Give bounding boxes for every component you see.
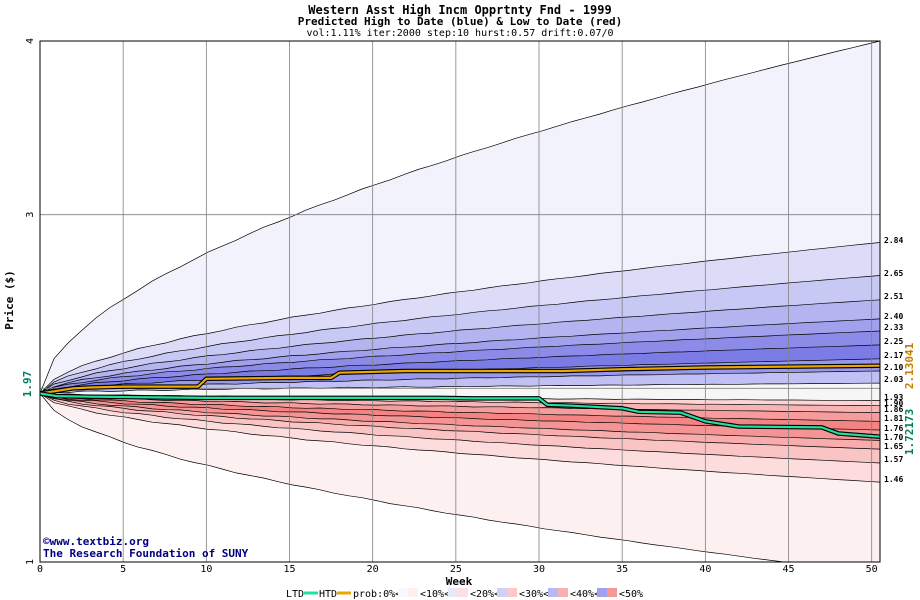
x-tick-label: 30 [533, 564, 545, 575]
lower-band-5 [40, 393, 880, 450]
legend-label-band: <40%< [570, 589, 600, 600]
series-lines [39, 363, 881, 439]
upper-band-5 [40, 331, 880, 394]
x-tick-label: 35 [616, 564, 628, 575]
x-tick-label: 50 [866, 564, 878, 575]
legend-label-HTD: HTD [319, 589, 337, 600]
axis-labels: 0 5 10 15 20 25 30 35 40 45 50 1 3 4 2.84 2.65 2.51 2.40 2… [25, 38, 903, 575]
right-label: 1.90 [884, 399, 903, 408]
right-label: 1.46 [884, 475, 903, 484]
right-label: 2.17 [884, 351, 903, 360]
x-tick-label: 0 [37, 564, 43, 575]
legend-label-band: <20%< [470, 589, 500, 600]
right-label: 1.70 [884, 433, 903, 442]
series-HTD [39, 364, 881, 395]
chart-params: vol:1.11% iter:2000 step:10 hurst:0.57 d… [306, 28, 613, 39]
y-axis-label: Price ($) [3, 270, 16, 330]
quantile-line-0 [39, 40, 881, 394]
x-tick-label: 10 [200, 564, 212, 575]
right-label: 2.33 [884, 323, 903, 332]
right-label: 1.81 [884, 414, 903, 423]
y-tick-label: 3 [25, 212, 36, 218]
legend-swatch-blue [448, 588, 458, 597]
right-label: 1.76 [884, 424, 903, 433]
quantile-line-17 [39, 393, 881, 464]
legend-swatch-blue [597, 588, 607, 597]
axes [39, 40, 881, 563]
chart-title: Western Asst High Incm Opprtnty Fnd - 19… [308, 3, 611, 17]
upper-band-0 [40, 41, 880, 394]
lower-band-3 [40, 393, 880, 430]
upper-band-8 [40, 371, 880, 394]
right-label: 2.84 [884, 236, 903, 245]
legend-swatch-red [558, 588, 568, 597]
quantile-line-15 [39, 393, 881, 441]
quantile-line-12 [39, 393, 881, 413]
lower-band-4 [40, 393, 880, 441]
x-tick-label: 15 [283, 564, 295, 575]
x-axis-label: Week [446, 575, 473, 588]
right-label: 2.65 [884, 269, 903, 278]
legend-label-band: <10%< [420, 589, 450, 600]
ltd-final-label: 1.72173 [903, 409, 916, 455]
legend-swatch-blue [548, 588, 558, 597]
legend-label-prob: prob:0%< [353, 589, 401, 600]
right-label: 2.40 [884, 312, 903, 321]
quantile-bands [39, 40, 881, 563]
quantile-line-4 [39, 318, 881, 394]
quantile-line-6 [39, 344, 881, 394]
legend-swatch-red [408, 588, 418, 597]
x-tick-label: 40 [699, 564, 711, 575]
lower-band-6 [40, 393, 880, 463]
lower-band-7 [40, 393, 880, 483]
x-tick-label: 45 [782, 564, 794, 575]
lower-band-1 [40, 393, 880, 413]
quantile-line-19 [39, 393, 880, 563]
credit-line-1: ©www.textbiz.org [43, 535, 149, 548]
chart-subtitle: Predicted High to Date (blue) & Low to D… [298, 15, 623, 28]
htd-final-label: 2.13041 [903, 342, 916, 389]
y-tick-label: 4 [25, 38, 36, 44]
legend-label-band: <50% [619, 589, 643, 600]
upper-band-1 [40, 242, 880, 394]
credit-line-2: The Research Foundation of SUNY [43, 547, 249, 560]
quantile-line-18 [39, 393, 881, 483]
y-tick-label: 1 [25, 559, 36, 565]
quantile-line-9 [39, 382, 881, 394]
legend: LTD HTD prob:0%< <10%< <20%< <30%< <40%< <50% [286, 588, 643, 600]
quantile-line-5 [39, 330, 881, 394]
legend-swatch-red [507, 588, 517, 597]
right-label: 1.57 [884, 455, 903, 464]
lower-band-8 [40, 393, 880, 562]
right-label: 1.86 [884, 405, 903, 414]
upper-band-4 [40, 318, 880, 394]
legend-label-band: <30%< [519, 589, 549, 600]
x-tick-label: 5 [120, 564, 126, 575]
upper-band-3 [40, 299, 880, 394]
right-label: 2.03 [884, 375, 903, 384]
x-tick-label: 25 [450, 564, 462, 575]
start-price-label: 1.97 [21, 371, 34, 398]
legend-swatch-blue [497, 588, 507, 597]
legend-swatch-red [458, 588, 468, 597]
quantile-line-1 [39, 242, 881, 394]
quantile-line-2 [39, 275, 881, 394]
right-label: 2.51 [884, 292, 903, 301]
right-label: 1.93 [884, 393, 903, 402]
right-label: 2.25 [884, 337, 903, 346]
upper-band-2 [40, 275, 880, 394]
legend-swatch-blue [398, 588, 408, 597]
quantile-line-13 [39, 393, 881, 422]
x-tick-label: 20 [367, 564, 379, 575]
series-LTD [39, 392, 881, 438]
legend-swatch-red [607, 588, 617, 597]
right-label: 1.65 [884, 442, 903, 451]
plot-frame [39, 40, 881, 563]
quantile-line-3 [39, 299, 881, 394]
right-label: 2.10 [884, 363, 903, 372]
lower-outer-area [40, 393, 880, 562]
legend-label-LTD: LTD [286, 589, 304, 600]
quantile-line-16 [39, 393, 881, 450]
